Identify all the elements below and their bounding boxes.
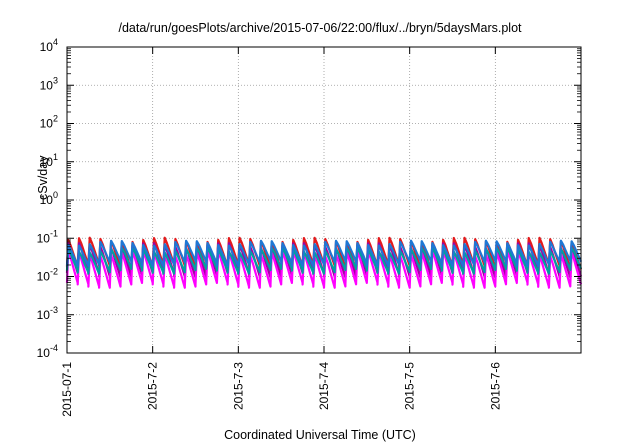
- series-lines: [65, 236, 583, 289]
- x-tick-label: 2015-7-2: [146, 362, 160, 410]
- y-tick-label: 10-1: [37, 228, 58, 245]
- y-tick-label: 10-3: [37, 305, 58, 322]
- y-tick-label: 104: [40, 37, 58, 54]
- x-axis-label: Coordinated Universal Time (UTC): [224, 428, 416, 442]
- y-tick-label: 10-2: [37, 267, 58, 284]
- grid-lines: [67, 47, 581, 353]
- x-tick-label: 2015-07-1: [60, 362, 74, 417]
- y-tick-label: 101: [40, 152, 58, 169]
- y-axis-label: cSv/day: [36, 155, 50, 200]
- series-line: [65, 239, 583, 268]
- series-line: [65, 246, 583, 275]
- x-tick-label: 2015-7-4: [317, 362, 331, 410]
- y-axis-ticks: 10-4 10-3 10-2 10-1 100 101 102 103 104: [37, 37, 581, 360]
- x-tick-label: 2015-7-5: [403, 362, 417, 410]
- x-axis-ticks: 2015-07-1 2015-7-2 2015-7-3 2015-7-4 2015-7-…: [60, 47, 502, 417]
- y-tick-label: 102: [40, 114, 58, 131]
- x-tick-label: 2015-7-6: [488, 362, 502, 410]
- x-tick-label: 2015-7-3: [231, 362, 245, 410]
- y-tick-label: 10-4: [37, 343, 58, 360]
- y-tick-label: 103: [40, 75, 58, 92]
- y-tick-label: 100: [40, 190, 58, 207]
- chart-title: /data/run/goesPlots/archive/2015-07-06/2…: [118, 21, 522, 35]
